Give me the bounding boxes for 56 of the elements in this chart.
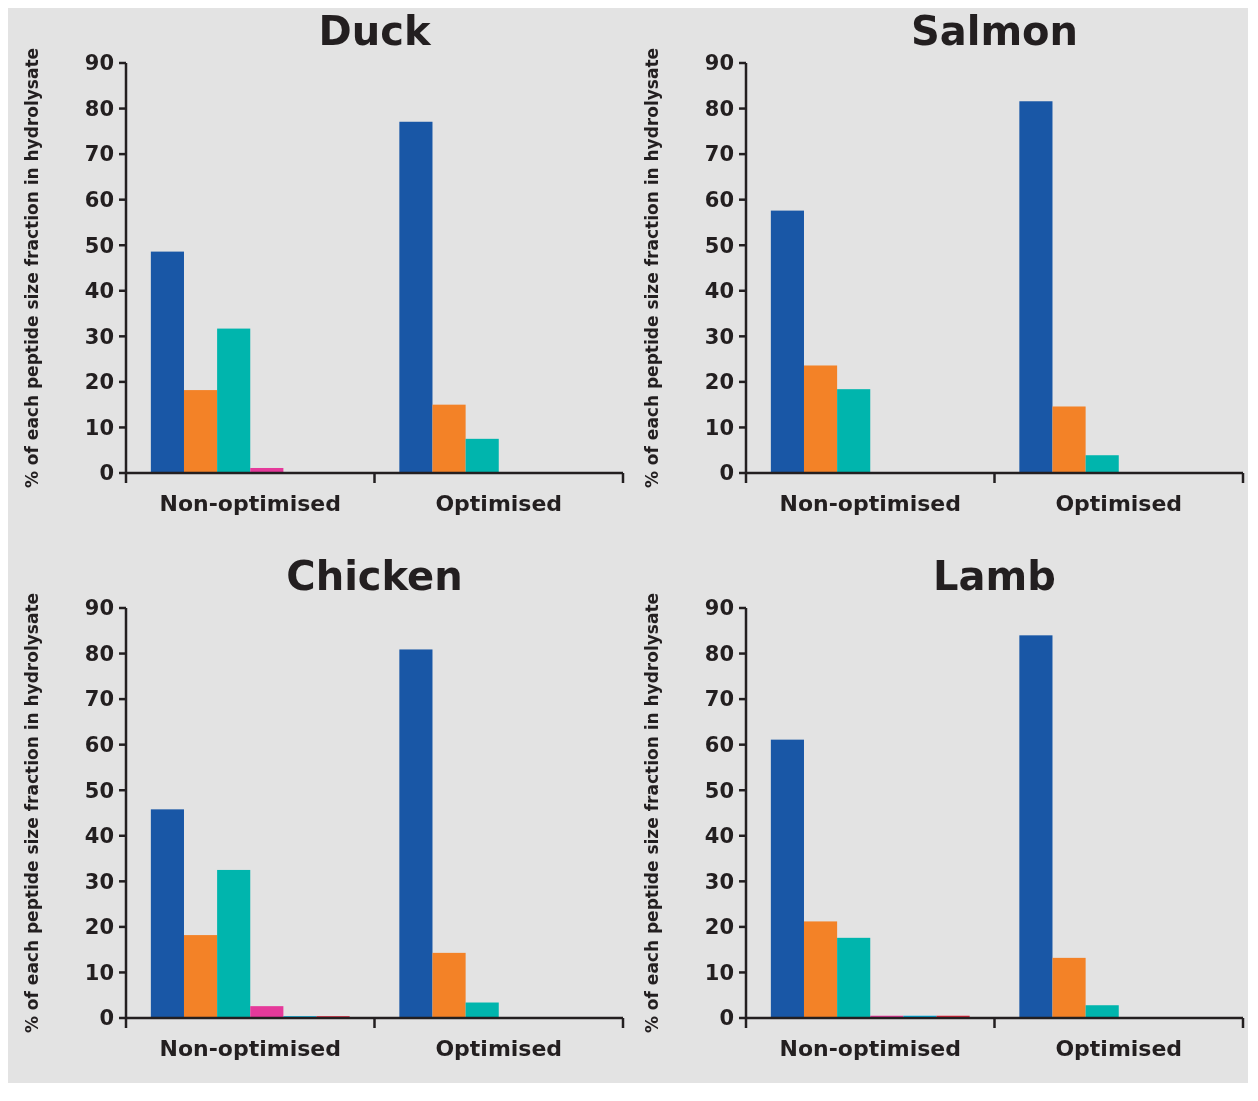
y-tick-label: 20 (84, 915, 114, 940)
chart-title: Chicken (286, 553, 463, 599)
y-tick-label: 0 (99, 461, 114, 486)
x-tick-label: Non-optimised (159, 1036, 341, 1061)
y-tick-label: 40 (704, 824, 734, 849)
y-tick-label: 50 (704, 778, 734, 803)
y-tick-label: 70 (84, 142, 114, 167)
y-tick-label: 50 (84, 233, 114, 258)
y-tick-label: 10 (84, 415, 114, 440)
y-tick-label: 40 (84, 824, 114, 849)
x-tick-label: Optimised (1055, 1036, 1183, 1061)
x-tick-label: Optimised (435, 1036, 563, 1061)
y-tick-label: 70 (704, 687, 734, 712)
y-tick-label: 70 (704, 142, 734, 167)
y-axis-title: % of each peptide size fraction in hydrolysate (642, 592, 662, 1034)
y-tick-label: 0 (719, 1006, 734, 1031)
y-tick-label: 20 (704, 370, 734, 395)
y-tick-label: 60 (704, 188, 734, 213)
y-axis-title: % of each peptide size fraction in hydrolysate (22, 592, 42, 1034)
y-tick-label: 80 (704, 641, 734, 666)
y-tick-label: 10 (704, 415, 734, 440)
y-tick-label: 80 (84, 96, 114, 121)
y-tick-label: 90 (84, 51, 114, 76)
y-tick-label: 50 (84, 778, 114, 803)
y-tick-label: 90 (84, 596, 114, 621)
y-tick-label: 70 (84, 687, 114, 712)
y-tick-label: 0 (99, 1006, 114, 1031)
x-tick-label: Non-optimised (779, 1036, 961, 1061)
y-axis-title: % of each peptide size fraction in hydrolysate (22, 47, 42, 489)
y-tick-label: 20 (704, 915, 734, 940)
y-tick-label: 50 (704, 233, 734, 258)
y-tick-label: 80 (84, 641, 114, 666)
x-tick-label: Optimised (1055, 491, 1183, 516)
y-tick-label: 60 (704, 733, 734, 758)
y-tick-label: 0 (719, 461, 734, 486)
y-tick-label: 40 (84, 279, 114, 304)
y-tick-label: 90 (704, 596, 734, 621)
y-tick-label: 10 (84, 960, 114, 985)
y-tick-label: 90 (704, 51, 734, 76)
y-tick-label: 80 (704, 96, 734, 121)
chart-title: Duck (318, 8, 432, 54)
y-tick-label: 60 (84, 733, 114, 758)
y-tick-label: 20 (84, 370, 114, 395)
y-tick-label: 60 (84, 188, 114, 213)
x-tick-label: Optimised (435, 491, 563, 516)
x-tick-label: Non-optimised (779, 491, 961, 516)
y-tick-label: 30 (84, 869, 114, 894)
y-tick-label: 30 (704, 324, 734, 349)
chart-title: Salmon (910, 8, 1079, 54)
y-tick-label: 40 (704, 279, 734, 304)
y-axis-title: % of each peptide size fraction in hydrolysate (642, 47, 662, 489)
y-tick-label: 10 (704, 960, 734, 985)
y-tick-label: 30 (84, 324, 114, 349)
chart-title: Lamb (933, 553, 1056, 599)
y-tick-label: 30 (704, 869, 734, 894)
x-tick-label: Non-optimised (159, 491, 341, 516)
